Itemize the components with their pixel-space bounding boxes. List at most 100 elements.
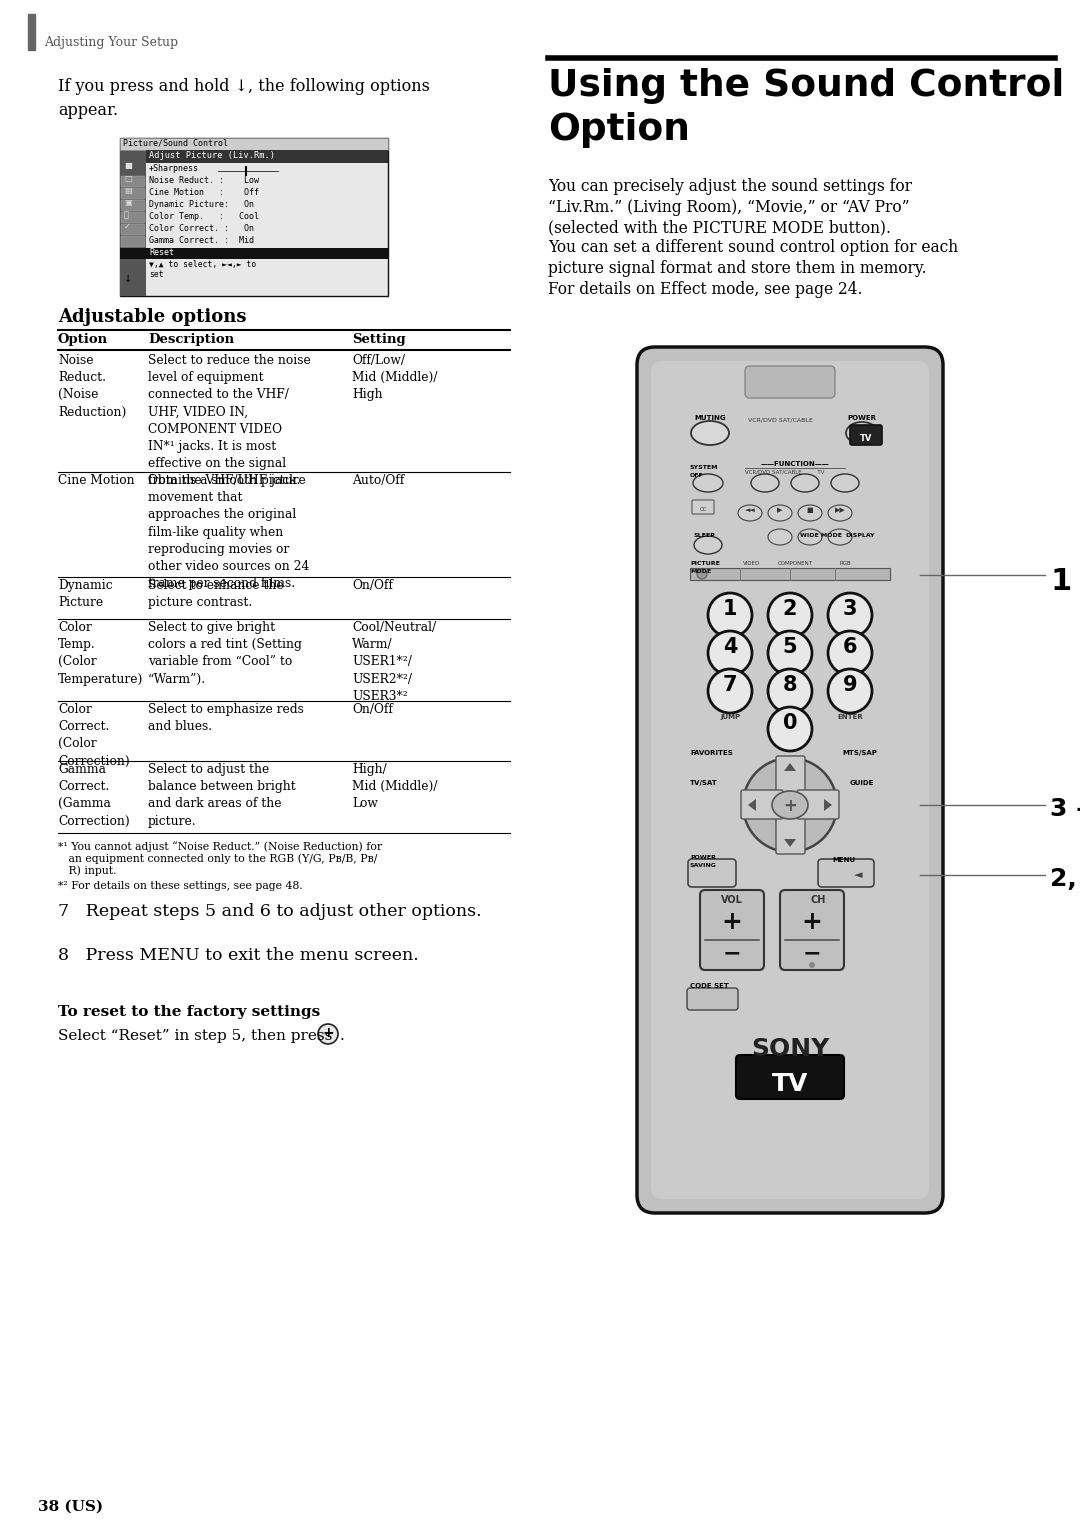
Text: TV: TV [772, 1073, 808, 1096]
Text: FAVORITES: FAVORITES [690, 750, 732, 756]
Text: 8   Press MENU to exit the menu screen.: 8 Press MENU to exit the menu screen. [58, 947, 419, 964]
Text: PICTURE: PICTURE [690, 561, 720, 565]
Bar [690, 568, 890, 581]
FancyBboxPatch shape [121, 212, 145, 223]
Text: For details on Effect mode, see page 24.: For details on Effect mode, see page 24. [548, 281, 863, 298]
Ellipse shape [798, 529, 822, 545]
Text: 8: 8 [783, 675, 797, 695]
FancyBboxPatch shape [700, 889, 764, 970]
Ellipse shape [751, 474, 779, 492]
Circle shape [828, 593, 872, 637]
FancyBboxPatch shape [818, 859, 874, 886]
Text: Adjusting Your Setup: Adjusting Your Setup [44, 37, 178, 49]
Text: Cool/Neutral/
Warm/
USER1*²/
USER2*²/
USER3*²: Cool/Neutral/ Warm/ USER1*²/ USER2*²/ US… [352, 620, 436, 703]
Text: VIDEO: VIDEO [743, 561, 760, 565]
Text: ▼,▲ to select, ►◄,► to: ▼,▲ to select, ►◄,► to [149, 260, 256, 269]
Text: MENU: MENU [832, 857, 855, 863]
Text: +: + [721, 911, 742, 934]
Circle shape [708, 593, 752, 637]
Ellipse shape [846, 422, 878, 445]
Text: Adjust Picture (Liv.Rm.): Adjust Picture (Liv.Rm.) [149, 151, 275, 160]
Text: 3: 3 [842, 599, 858, 619]
Circle shape [697, 568, 707, 579]
Text: VCR/DVD SAT/CABLE: VCR/DVD SAT/CABLE [747, 417, 812, 422]
Text: 7: 7 [723, 675, 738, 695]
Text: Select to emphasize reds
and blues.: Select to emphasize reds and blues. [148, 703, 303, 733]
Bar [28, 14, 35, 50]
Text: +: + [801, 911, 823, 934]
Text: SAVING: SAVING [690, 863, 717, 868]
Text: 5: 5 [783, 637, 797, 657]
Circle shape [768, 593, 812, 637]
Text: WIDE MODE: WIDE MODE [800, 533, 842, 538]
Circle shape [828, 631, 872, 675]
Ellipse shape [738, 504, 762, 521]
Text: DISPLAY: DISPLAY [845, 533, 875, 538]
Text: To reset to the factory settings: To reset to the factory settings [58, 1005, 321, 1019]
Text: *² For details on these settings, see page 48.: *² For details on these settings, see pa… [58, 882, 302, 891]
Circle shape [318, 1024, 338, 1044]
Text: Auto/Off: Auto/Off [352, 474, 404, 487]
FancyBboxPatch shape [637, 347, 943, 1213]
Text: Adjustable options: Adjustable options [58, 309, 246, 325]
Text: POWER: POWER [848, 416, 877, 422]
Text: 1: 1 [723, 599, 738, 619]
FancyBboxPatch shape [692, 500, 714, 513]
Text: Select “Reset” in step 5, then press: Select “Reset” in step 5, then press [58, 1028, 333, 1044]
Text: OFF: OFF [690, 474, 704, 478]
Text: ENTER: ENTER [837, 714, 863, 720]
Text: Select to enhance the
picture contrast.: Select to enhance the picture contrast. [148, 579, 284, 610]
Text: “Liv.Rm.” (Living Room), “Movie,” or “AV Pro”: “Liv.Rm.” (Living Room), “Movie,” or “AV… [548, 199, 909, 215]
Text: 2: 2 [783, 599, 797, 619]
Polygon shape [784, 762, 796, 772]
FancyBboxPatch shape [797, 790, 839, 819]
Text: On/Off: On/Off [352, 579, 393, 591]
Text: ▣: ▣ [124, 199, 132, 206]
Bar [120, 248, 388, 260]
Text: TV: TV [860, 434, 873, 443]
Text: (selected with the PICTURE MODE button).: (selected with the PICTURE MODE button). [548, 219, 891, 235]
Text: GUIDE: GUIDE [850, 779, 875, 785]
Text: 2, 8: 2, 8 [1050, 866, 1080, 891]
Text: ⏰: ⏰ [124, 209, 129, 219]
Text: Dynamic Picture:   On: Dynamic Picture: On [149, 200, 254, 209]
Text: Obtains a smooth picture
movement that
approaches the original
film-like quality: Obtains a smooth picture movement that a… [148, 474, 309, 590]
Text: Color
Temp.
(Color
Temperature): Color Temp. (Color Temperature) [58, 620, 144, 686]
Text: +Sharpness: +Sharpness [149, 163, 199, 173]
Ellipse shape [693, 474, 723, 492]
Text: ▶: ▶ [778, 507, 783, 513]
Text: −: − [802, 943, 821, 963]
Text: High/
Mid (Middle)/
Low: High/ Mid (Middle)/ Low [352, 762, 437, 810]
Text: 3 - 7: 3 - 7 [1050, 798, 1080, 821]
Text: CC: CC [699, 507, 706, 512]
Bar [120, 138, 388, 150]
Text: Off/Low/
Mid (Middle)/
High: Off/Low/ Mid (Middle)/ High [352, 354, 437, 402]
Polygon shape [748, 799, 756, 811]
FancyBboxPatch shape [651, 361, 929, 1199]
Text: set: set [149, 270, 164, 280]
FancyBboxPatch shape [745, 367, 835, 397]
Ellipse shape [768, 529, 792, 545]
Text: MUTING: MUTING [694, 416, 726, 422]
Text: MTS/SAP: MTS/SAP [842, 750, 877, 756]
Circle shape [708, 669, 752, 714]
Text: If you press and hold ↓, the following options
appear.: If you press and hold ↓, the following o… [58, 78, 430, 119]
FancyBboxPatch shape [777, 811, 805, 854]
Text: Noise
Reduct.
(Noise
Reduction): Noise Reduct. (Noise Reduction) [58, 354, 126, 419]
Text: Option: Option [548, 112, 690, 148]
Text: JUMP: JUMP [720, 714, 740, 720]
FancyBboxPatch shape [780, 889, 843, 970]
Circle shape [768, 707, 812, 750]
Ellipse shape [691, 422, 729, 445]
Circle shape [809, 963, 815, 969]
Text: Select to adjust the
balance between bright
and dark areas of the
picture.: Select to adjust the balance between bri… [148, 762, 296, 828]
Text: Color
Correct.
(Color
Correction): Color Correct. (Color Correction) [58, 703, 130, 767]
Text: 1: 1 [1050, 567, 1071, 596]
Text: Gamma Correct. :  Mid: Gamma Correct. : Mid [149, 235, 254, 244]
FancyBboxPatch shape [121, 176, 145, 186]
Text: 7   Repeat steps 5 and 6 to adjust other options.: 7 Repeat steps 5 and 6 to adjust other o… [58, 903, 482, 920]
Text: ◄◄: ◄◄ [744, 507, 755, 513]
FancyBboxPatch shape [687, 989, 738, 1010]
Text: ◄: ◄ [854, 869, 862, 880]
Text: Cine Motion   :    Off: Cine Motion : Off [149, 188, 259, 197]
